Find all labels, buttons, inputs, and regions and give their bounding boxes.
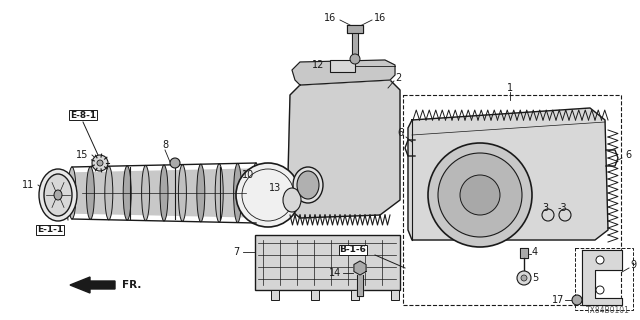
Ellipse shape (297, 171, 319, 199)
Bar (391, 290, 399, 300)
Text: 11: 11 (22, 180, 34, 190)
Circle shape (438, 153, 522, 237)
Text: 16: 16 (324, 13, 336, 23)
Ellipse shape (123, 166, 131, 220)
Text: 9: 9 (630, 260, 636, 270)
Text: 8: 8 (162, 140, 168, 150)
Polygon shape (582, 250, 622, 305)
Circle shape (542, 209, 554, 221)
Polygon shape (354, 261, 366, 275)
Ellipse shape (252, 163, 260, 223)
Ellipse shape (68, 167, 76, 219)
Circle shape (521, 275, 527, 281)
Bar (351, 290, 359, 300)
Text: B-1-6: B-1-6 (340, 245, 367, 254)
Text: 16: 16 (374, 13, 386, 23)
Text: TX84B0101: TX84B0101 (586, 306, 630, 315)
Ellipse shape (39, 169, 77, 221)
Polygon shape (408, 108, 608, 240)
Text: 2: 2 (395, 73, 401, 83)
Polygon shape (520, 248, 528, 258)
Bar (330, 60, 355, 72)
Circle shape (572, 295, 582, 305)
Ellipse shape (105, 166, 113, 220)
Text: 15: 15 (76, 150, 88, 160)
Polygon shape (292, 60, 395, 85)
Circle shape (559, 209, 571, 221)
Text: 5: 5 (532, 273, 538, 283)
Polygon shape (285, 80, 400, 218)
Polygon shape (352, 33, 358, 55)
Ellipse shape (179, 164, 186, 221)
Circle shape (428, 143, 532, 247)
Bar (255, 235, 400, 290)
Circle shape (236, 163, 300, 227)
Polygon shape (72, 169, 256, 217)
Text: 4: 4 (532, 247, 538, 257)
Polygon shape (357, 275, 363, 296)
Text: 7: 7 (233, 247, 239, 257)
Text: FR.: FR. (122, 280, 141, 290)
Text: E-1-1: E-1-1 (37, 226, 63, 235)
Circle shape (596, 286, 604, 294)
Text: 6: 6 (625, 150, 631, 160)
Bar (403, 95, 621, 305)
Text: 3: 3 (542, 203, 548, 213)
Ellipse shape (293, 167, 323, 203)
Circle shape (596, 256, 604, 264)
Circle shape (97, 160, 103, 166)
Text: E-8-1: E-8-1 (70, 110, 96, 119)
Ellipse shape (44, 174, 72, 216)
Text: 10: 10 (242, 170, 254, 180)
Text: 12: 12 (312, 60, 324, 70)
Text: 17: 17 (552, 295, 564, 305)
Ellipse shape (54, 190, 62, 200)
Circle shape (517, 271, 531, 285)
Ellipse shape (283, 188, 301, 212)
Ellipse shape (234, 164, 242, 223)
Text: 14: 14 (329, 268, 341, 278)
Ellipse shape (160, 165, 168, 221)
Text: 1: 1 (507, 83, 513, 93)
Text: 13: 13 (269, 183, 281, 193)
Text: -3: -3 (557, 203, 567, 213)
Bar (311, 290, 319, 300)
Circle shape (170, 158, 180, 168)
Ellipse shape (86, 167, 95, 220)
Ellipse shape (197, 164, 205, 222)
Text: 6: 6 (397, 128, 403, 138)
Ellipse shape (141, 165, 150, 220)
Ellipse shape (215, 164, 223, 222)
Circle shape (350, 54, 360, 64)
Bar (575, 248, 633, 310)
Polygon shape (70, 277, 115, 293)
Polygon shape (347, 25, 363, 33)
Bar (271, 290, 279, 300)
Circle shape (92, 155, 108, 171)
Circle shape (460, 175, 500, 215)
